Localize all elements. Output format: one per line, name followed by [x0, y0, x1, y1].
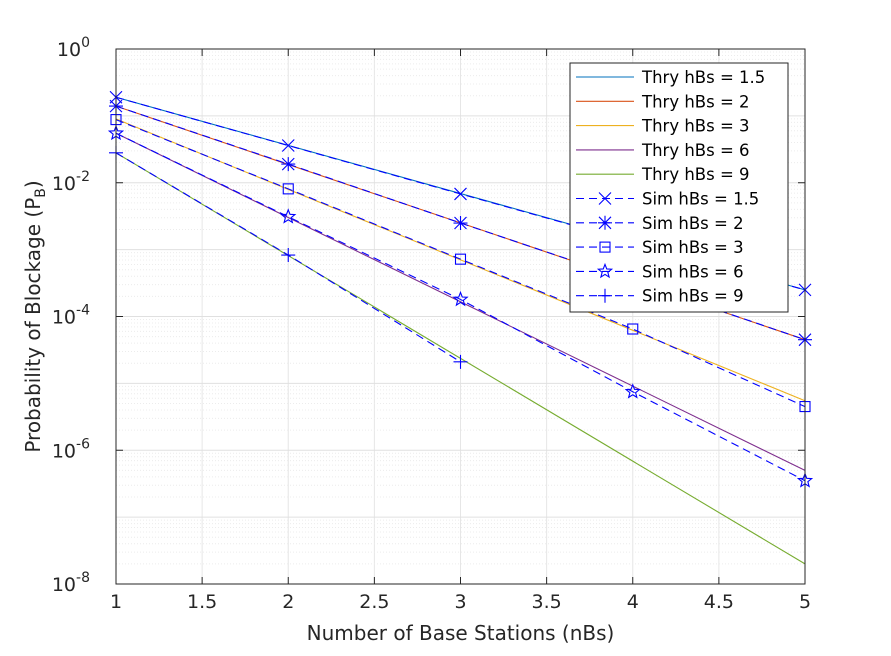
legend-label: Sim hBs = 9 — [642, 287, 744, 306]
square-marker — [627, 323, 639, 335]
y-tick-label: 10-4 — [52, 303, 90, 329]
legend-label: Sim hBs = 3 — [642, 238, 744, 257]
y-tick-label-exponent: -6 — [76, 436, 90, 452]
pentagram-marker — [624, 383, 641, 399]
legend-item: Thry hBs = 9 — [576, 165, 750, 184]
x-marker — [598, 192, 612, 205]
x-tick-label: 4 — [627, 591, 639, 613]
legend-label: Thry hBs = 9 — [641, 165, 750, 184]
x-tick-label: 3 — [454, 591, 466, 613]
legend-box — [569, 62, 789, 313]
y-tick-label: 10-8 — [52, 570, 90, 596]
legend-label: Sim hBs = 6 — [642, 262, 744, 281]
x-tick-label: 2.5 — [359, 591, 389, 613]
legend-item: Sim hBs = 1.5 — [576, 190, 759, 209]
legend-item: Thry hBs = 2 — [576, 92, 750, 111]
asterisk-marker — [453, 216, 468, 231]
legend-item: Thry hBs = 3 — [576, 117, 750, 136]
legend-label: Thry hBs = 1.5 — [641, 68, 765, 87]
legend-item: Thry hBs = 1.5 — [576, 68, 765, 87]
square-marker — [282, 183, 294, 195]
legend-item: Sim hBs = 6 — [576, 262, 744, 281]
x-marker — [454, 187, 467, 201]
plus-marker — [453, 354, 468, 369]
y-tick-label: 10-2 — [52, 169, 90, 195]
plus-marker — [281, 248, 296, 263]
x-tick-label: 3.5 — [532, 591, 562, 613]
y-tick-label-base: 10 — [52, 307, 76, 329]
series-line — [115, 132, 806, 482]
legend: Thry hBs = 1.5 Thry hBs = 2 Thry hBs = 3 Th… — [569, 62, 789, 313]
legend-label: Thry hBs = 3 — [641, 117, 750, 136]
legend-label: Thry hBs = 2 — [641, 92, 750, 111]
y-axis-label-subscript: B — [33, 188, 49, 198]
x-tick-label: 1.5 — [187, 591, 217, 613]
legend-label: Thry hBs = 6 — [641, 141, 750, 160]
y-tick-label: 100 — [57, 35, 90, 61]
pentagram-marker — [280, 208, 297, 224]
legend-item: Sim hBs = 2 — [576, 214, 744, 233]
legend-item: Sim hBs = 9 — [576, 287, 744, 306]
y-tick-label-exponent: -4 — [76, 303, 90, 319]
asterisk-marker — [281, 157, 296, 172]
x-marker — [281, 139, 295, 152]
y-tick-label-base: 10 — [52, 574, 76, 596]
legend-label: Sim hBs = 1.5 — [642, 190, 759, 209]
x-axis-label: Number of Base Stations (nBs) — [307, 621, 615, 645]
y-axis-label-close: ) — [21, 180, 45, 188]
y-axis-label-main: Probability of Blockage (P — [21, 198, 45, 453]
legend-label: Sim hBs = 2 — [642, 214, 744, 233]
x-tick-label: 1 — [110, 591, 122, 613]
square-marker — [599, 241, 611, 253]
y-tick-label-base: 10 — [57, 39, 81, 61]
legend-item: Sim hBs = 3 — [576, 238, 744, 257]
plus-marker — [598, 288, 612, 303]
y-tick-label-base: 10 — [52, 173, 76, 195]
asterisk-marker — [598, 215, 612, 230]
series-line — [115, 105, 806, 341]
y-axis-label: Probability of Blockage (PB) — [21, 180, 49, 452]
legend-item: Thry hBs = 6 — [576, 141, 750, 160]
y-tick-label: 10-6 — [52, 436, 90, 462]
series-line — [115, 119, 806, 408]
x-tick-label: 2 — [282, 591, 294, 613]
y-tick-label-base: 10 — [52, 440, 76, 462]
y-tick-label-exponent: 0 — [81, 35, 90, 51]
square-marker — [454, 253, 467, 265]
y-tick-label-exponent: -8 — [76, 570, 90, 586]
pentagram-marker — [596, 262, 614, 279]
x-tick-label: 5 — [799, 591, 811, 613]
pentagram-marker — [452, 290, 469, 307]
y-tick-label-exponent: -2 — [76, 169, 90, 185]
x-tick-label: 4.5 — [704, 591, 734, 613]
